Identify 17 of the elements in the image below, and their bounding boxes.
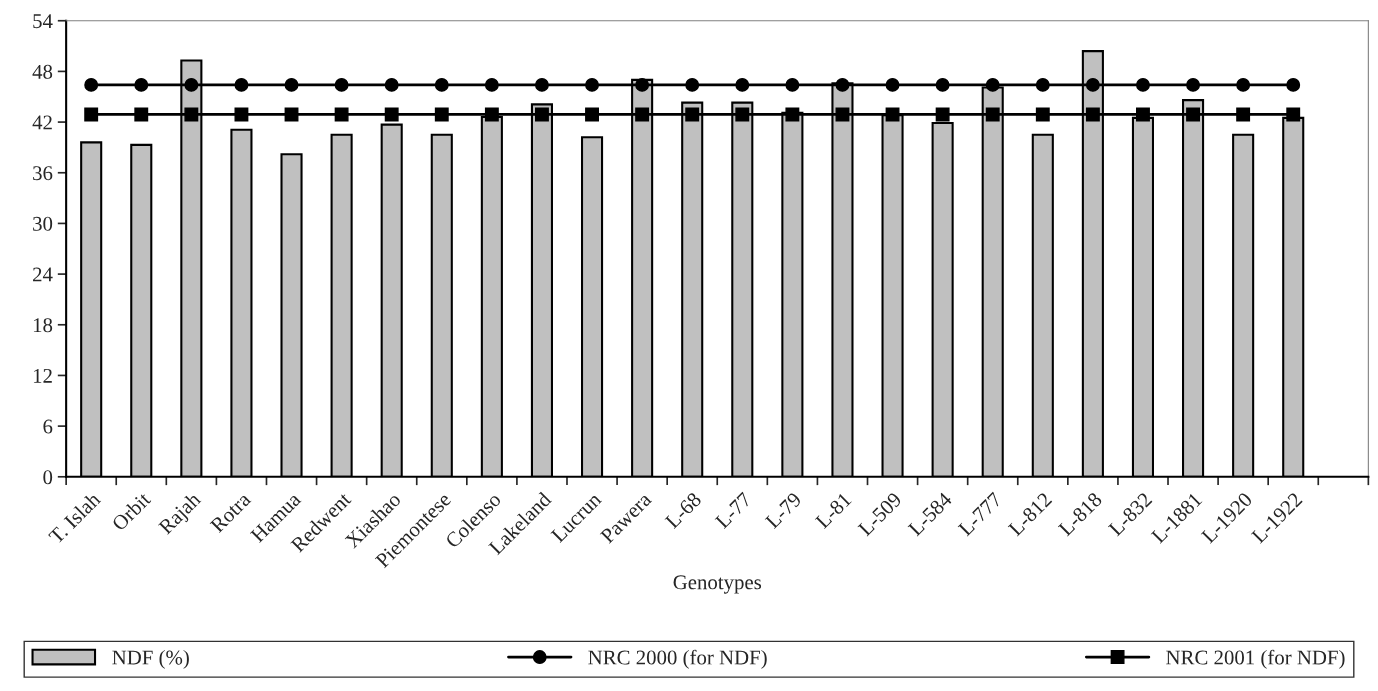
y-tick-label: 0: [43, 470, 53, 485]
x-tick-label: T. Islah: [47, 490, 102, 545]
y-tick-label: 12: [33, 368, 52, 383]
y-tick-label: 36: [33, 166, 53, 181]
y-tick-label: 6: [43, 419, 53, 434]
y-tick-label: 42: [32, 115, 52, 130]
x-axis-title: Genotypes: [673, 575, 762, 594]
legend-label: NRC 2000 (for NDF): [588, 649, 767, 669]
legend-label: NDF (%): [112, 649, 189, 669]
x-tick-label: Orbit: [110, 490, 152, 532]
y-tick-label: 30: [33, 216, 53, 231]
y-tick-label: 54: [33, 14, 53, 29]
legend-label: NRC 2001 (for NDF): [1166, 649, 1345, 669]
y-tick-label: 24: [33, 267, 53, 282]
y-tick-label: 48: [32, 64, 53, 79]
y-tick-label: 18: [33, 318, 53, 333]
x-tick-label: L-81: [814, 491, 852, 530]
